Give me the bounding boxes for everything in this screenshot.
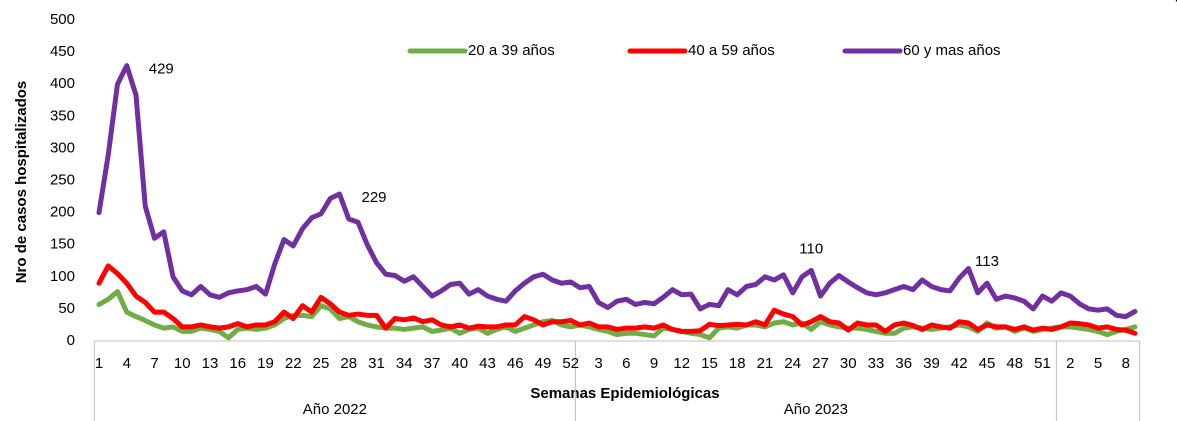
y-tick-label: 100 <box>50 268 75 285</box>
x-tick-label: 24 <box>784 355 801 372</box>
y-tick-label: 200 <box>50 204 75 221</box>
group-label: Año 2023 <box>784 401 848 418</box>
x-tick-label: 40 <box>451 355 468 372</box>
line-series <box>96 289 1138 341</box>
x-tick-label: 3 <box>594 355 602 372</box>
data-label: 429 <box>149 61 174 78</box>
x-tick-label: 19 <box>257 355 274 372</box>
x-tick-label: 42 <box>951 355 968 372</box>
x-tick-label: 6 <box>622 355 630 372</box>
data-label: 113 <box>975 253 999 270</box>
y-tick-label: 400 <box>50 75 75 92</box>
line-series <box>96 263 1138 336</box>
x-tick-label: 39 <box>923 355 940 372</box>
x-tick-label: 22 <box>285 355 302 372</box>
legend-label: 40 a 59 años <box>688 42 775 59</box>
data-label: 229 <box>362 189 387 206</box>
x-tick-label: 5 <box>1094 355 1102 372</box>
x-tick-label: 25 <box>313 355 330 372</box>
x-tick-label: 1 <box>95 355 103 372</box>
x-tick-label: 51 <box>1034 355 1051 372</box>
group-label: Año 2022 <box>303 401 367 418</box>
legend-label: 20 a 39 años <box>468 42 555 59</box>
y-tick-label: 450 <box>50 43 75 60</box>
y-tick-label: 250 <box>50 171 75 188</box>
legend-label: 60 y mas años <box>903 42 1001 59</box>
x-tick-label: 27 <box>812 355 829 372</box>
x-tick-label: 13 <box>202 355 219 372</box>
x-tick-label: 12 <box>673 355 690 372</box>
x-tick-label: 43 <box>479 355 496 372</box>
x-tick-label: 8 <box>1122 355 1130 372</box>
x-tick-label: 18 <box>729 355 746 372</box>
x-tick-label: 28 <box>340 355 357 372</box>
x-tick-label: 31 <box>368 355 385 372</box>
y-tick-label: 150 <box>50 236 75 253</box>
data-label: 46 <box>1176 0 1177 8</box>
x-tick-label: 30 <box>840 355 857 372</box>
y-tick-label: 500 <box>50 11 75 28</box>
x-tick-label: 2 <box>1066 355 1074 372</box>
x-tick-label: 33 <box>868 355 885 372</box>
x-tick-label: 48 <box>1006 355 1023 372</box>
x-tick-label: 46 <box>507 355 524 372</box>
data-label: 110 <box>799 240 823 257</box>
x-tick-label: 34 <box>396 355 413 372</box>
line-series <box>96 63 1138 320</box>
x-tick-label: 4 <box>123 355 131 372</box>
y-tick-label: 350 <box>50 107 75 124</box>
y-axis-title: Nro de casos hospitalizados <box>13 81 30 284</box>
x-tick-label: 10 <box>174 355 191 372</box>
x-tick-label: 15 <box>701 355 718 372</box>
y-tick-label: 0 <box>67 332 75 349</box>
x-tick-label: 21 <box>757 355 774 372</box>
x-tick-label: 36 <box>895 355 912 372</box>
x-tick-label: 45 <box>979 355 996 372</box>
x-tick-label: 49 <box>535 355 552 372</box>
x-axis-title: Semanas Epidemiológicas <box>530 385 719 402</box>
x-tick-label: 16 <box>229 355 246 372</box>
x-tick-label: 9 <box>650 355 658 372</box>
x-tick-label: 7 <box>150 355 158 372</box>
x-tick-label: 37 <box>424 355 441 372</box>
y-tick-label: 50 <box>58 300 75 317</box>
x-tick-label: 52 <box>562 355 579 372</box>
y-tick-label: 300 <box>50 139 75 156</box>
